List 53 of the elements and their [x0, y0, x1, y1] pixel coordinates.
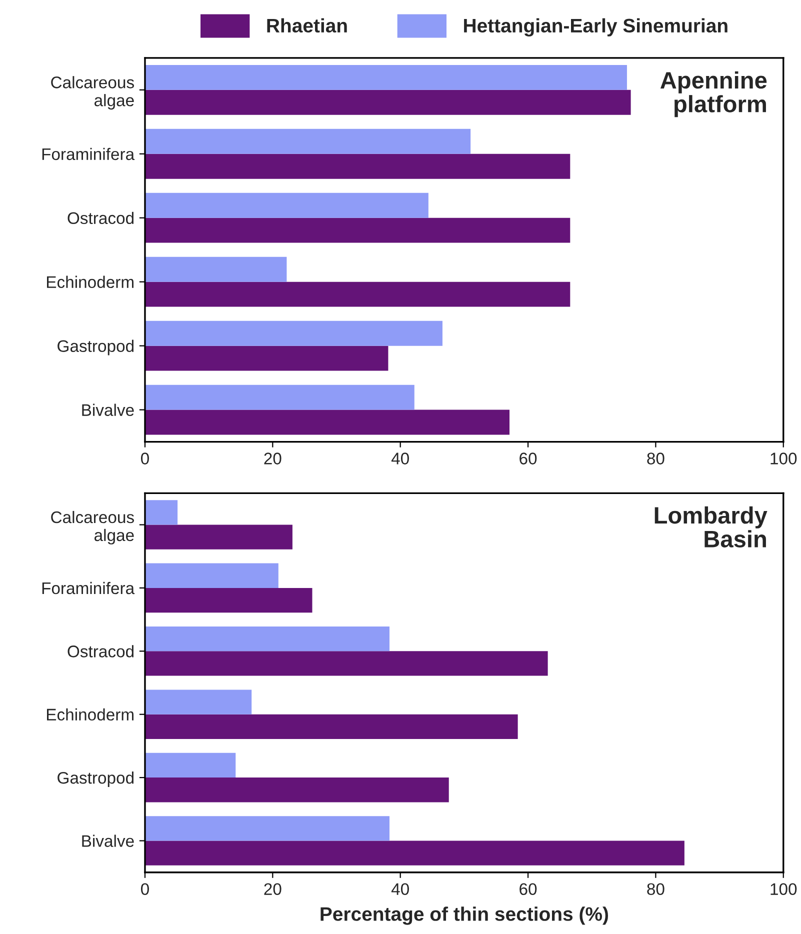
x-axis-title: Percentage of thin sections (%) — [320, 906, 608, 925]
y-tick-label: Bivalve — [82, 834, 134, 847]
x-tick-label: 40 — [391, 452, 409, 464]
x-tick-label: 40 — [391, 883, 409, 896]
bar — [144, 690, 252, 714]
x-tick-label: 80 — [647, 452, 664, 464]
bar — [144, 346, 388, 371]
y-tick-label: Bivalve — [82, 404, 134, 416]
x-tick-label: 60 — [520, 883, 537, 896]
bar — [144, 626, 390, 652]
y-tick-label: Ostracod — [68, 645, 134, 658]
bar — [144, 64, 627, 90]
text: Lombardy Basin — [654, 506, 768, 548]
bar — [144, 256, 287, 282]
bar — [144, 714, 518, 740]
bar — [144, 128, 471, 154]
y-tick-label: Foraminifera — [42, 582, 135, 594]
y-tick-label: Calcareous algae — [51, 76, 134, 110]
bar — [144, 524, 292, 550]
y-tick-label: Ostracod — [68, 212, 134, 224]
y-tick-label: Foraminifera — [42, 148, 135, 160]
bar — [144, 840, 684, 866]
legend-label: Hettangian-Early Sinemurian — [464, 18, 728, 36]
x-tick-label: 20 — [264, 452, 282, 464]
y-tick-label: Gastropod — [58, 340, 134, 356]
bar — [144, 282, 570, 307]
bar — [144, 410, 510, 435]
y-tick-label: Echinoderm — [47, 708, 134, 721]
x-tick-label: 0 — [141, 883, 149, 896]
x-tick-label: 80 — [647, 883, 664, 896]
bar — [144, 218, 570, 243]
bar — [144, 778, 449, 802]
x-tick-label: 20 — [264, 883, 282, 896]
bar — [144, 154, 570, 179]
x-tick-label: 0 — [141, 452, 149, 464]
bar — [144, 816, 390, 841]
x-tick-label: 100 — [770, 883, 797, 896]
bar — [144, 651, 548, 676]
bar — [144, 752, 236, 778]
text: Apennine platform — [660, 71, 767, 118]
y-tick-label: Gastropod — [58, 772, 134, 788]
bar — [144, 500, 178, 525]
bar — [144, 384, 414, 410]
x-tick-label: 100 — [770, 452, 797, 464]
x-tick-label: 60 — [520, 452, 537, 464]
legend-label: Rhaetian — [267, 18, 347, 33]
y-tick-label: Echinoderm — [47, 276, 134, 288]
bar — [144, 563, 278, 588]
bar — [144, 192, 428, 218]
bar — [144, 90, 631, 115]
bar — [144, 588, 312, 613]
bar — [144, 320, 442, 346]
y-tick-label: Calcareous algae — [51, 510, 134, 544]
